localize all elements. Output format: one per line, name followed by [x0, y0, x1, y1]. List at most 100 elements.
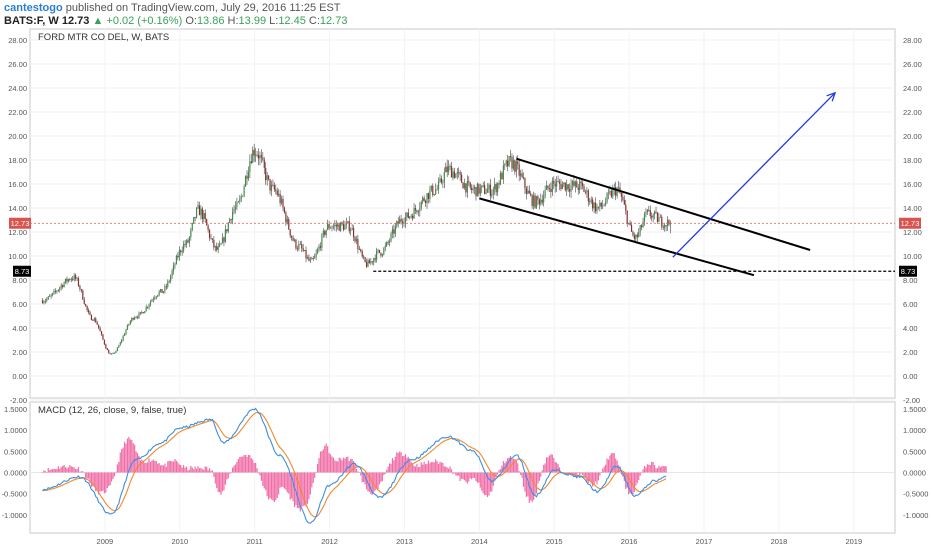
candle-down[interactable]	[328, 224, 330, 229]
candle-up[interactable]	[508, 156, 510, 167]
candle-down[interactable]	[211, 238, 214, 240]
candle-down[interactable]	[514, 160, 516, 172]
candle-down[interactable]	[256, 154, 258, 156]
candle-up[interactable]	[51, 293, 54, 296]
candle-down[interactable]	[288, 219, 290, 230]
candle-up[interactable]	[190, 229, 192, 238]
candle-down[interactable]	[141, 312, 143, 313]
candle-down[interactable]	[407, 212, 409, 218]
candle-down[interactable]	[147, 306, 149, 308]
candle-down[interactable]	[592, 199, 594, 209]
candle-up[interactable]	[596, 206, 598, 212]
candle-down[interactable]	[655, 211, 657, 213]
candle-down[interactable]	[361, 251, 363, 257]
candle-down[interactable]	[567, 184, 569, 190]
candle-up[interactable]	[327, 224, 329, 230]
candle-down[interactable]	[302, 248, 304, 251]
candle-up[interactable]	[563, 182, 565, 185]
candle-up[interactable]	[231, 211, 234, 221]
candle-down[interactable]	[541, 199, 543, 203]
candle-down[interactable]	[509, 156, 512, 158]
candle-up[interactable]	[473, 187, 476, 189]
candle-down[interactable]	[465, 183, 467, 193]
candle-down[interactable]	[531, 195, 533, 206]
candle-down[interactable]	[308, 257, 310, 261]
candle-down[interactable]	[273, 185, 275, 190]
candle-up[interactable]	[115, 350, 117, 353]
candle-up[interactable]	[121, 340, 123, 343]
candle-up[interactable]	[535, 196, 538, 208]
candle-down[interactable]	[564, 182, 566, 191]
candle-down[interactable]	[620, 192, 623, 197]
candle-down[interactable]	[414, 207, 417, 211]
candle-down[interactable]	[632, 231, 634, 236]
candle-up[interactable]	[329, 227, 332, 229]
candle-down[interactable]	[226, 229, 228, 232]
candle-down[interactable]	[537, 196, 539, 200]
candle-up[interactable]	[669, 223, 672, 225]
candle-up[interactable]	[43, 301, 45, 304]
candle-up[interactable]	[643, 213, 646, 222]
candle-down[interactable]	[250, 161, 252, 163]
candle-up[interactable]	[561, 184, 564, 190]
candle-down[interactable]	[400, 218, 402, 222]
channel-line[interactable]	[516, 157, 811, 251]
candle-up[interactable]	[612, 188, 614, 197]
candle-up[interactable]	[347, 221, 349, 223]
candle-down[interactable]	[368, 260, 371, 264]
candle-up[interactable]	[386, 242, 388, 246]
candle-down[interactable]	[484, 185, 486, 194]
candle-down[interactable]	[469, 182, 471, 188]
candle-down[interactable]	[547, 185, 549, 189]
candle-up[interactable]	[642, 221, 644, 228]
candle-up[interactable]	[56, 291, 58, 292]
candle-up[interactable]	[437, 181, 440, 190]
candle-up[interactable]	[556, 181, 558, 187]
candle-up[interactable]	[485, 192, 487, 194]
candle-up[interactable]	[417, 211, 419, 213]
candle-up[interactable]	[249, 161, 251, 173]
candle-up[interactable]	[131, 318, 133, 322]
candle-down[interactable]	[380, 252, 382, 256]
candle-up[interactable]	[93, 318, 95, 321]
candle-down[interactable]	[357, 238, 359, 250]
candle-up[interactable]	[383, 248, 385, 255]
candle-up[interactable]	[481, 185, 483, 188]
candle-down[interactable]	[136, 317, 139, 318]
candle-up[interactable]	[422, 197, 424, 202]
candle-down[interactable]	[85, 304, 87, 306]
candle-up[interactable]	[488, 184, 490, 190]
candle-up[interactable]	[286, 219, 288, 223]
candle-down[interactable]	[364, 257, 366, 263]
candle-up[interactable]	[311, 258, 313, 260]
candle-up[interactable]	[229, 219, 231, 223]
candle-up[interactable]	[639, 225, 641, 233]
candle-up[interactable]	[571, 181, 574, 186]
candle-up[interactable]	[318, 246, 320, 250]
candle-down[interactable]	[213, 239, 215, 248]
candle-up[interactable]	[388, 240, 391, 243]
candle-up[interactable]	[64, 278, 67, 283]
candle-up[interactable]	[244, 176, 247, 187]
candle-up[interactable]	[125, 329, 127, 334]
candle-up[interactable]	[188, 237, 190, 243]
candle-up[interactable]	[452, 171, 454, 178]
candle-down[interactable]	[468, 181, 470, 183]
candle-down[interactable]	[626, 210, 628, 224]
candle-up[interactable]	[119, 342, 121, 346]
candle-up[interactable]	[175, 255, 178, 265]
candle-up[interactable]	[135, 317, 137, 318]
candle-up[interactable]	[214, 246, 216, 248]
candle-down[interactable]	[95, 318, 97, 323]
candle-down[interactable]	[105, 344, 107, 349]
candle-down[interactable]	[265, 167, 267, 181]
candle-down[interactable]	[75, 275, 77, 279]
candle-up[interactable]	[545, 185, 548, 190]
candle-up[interactable]	[239, 198, 241, 202]
candle-down[interactable]	[633, 235, 636, 239]
candle-down[interactable]	[69, 279, 71, 281]
candle-up[interactable]	[420, 201, 422, 208]
candle-down[interactable]	[62, 285, 64, 287]
candle-up[interactable]	[240, 196, 242, 199]
candle-down[interactable]	[416, 210, 418, 213]
